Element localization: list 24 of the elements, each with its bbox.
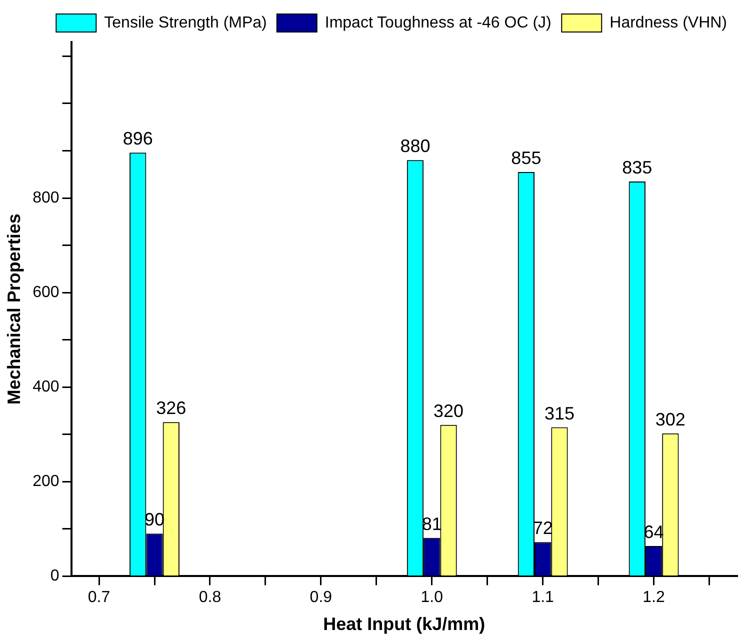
legend-label: Impact Toughness at -46 OC (J) xyxy=(324,14,552,32)
x-tick-label: 0.7 xyxy=(88,589,110,606)
data-label: 855 xyxy=(511,148,542,168)
legend-label: Hardness (VHN) xyxy=(610,14,727,32)
y-tick-label: 400 xyxy=(32,378,60,396)
x-tick-label: 0.8 xyxy=(198,589,222,606)
x-tick-label: 1.1 xyxy=(532,589,554,606)
legend-label: Tensile Strength (MPa) xyxy=(104,14,267,32)
data-label: 896 xyxy=(122,128,153,149)
data-label: 302 xyxy=(655,409,686,430)
data-label: 880 xyxy=(400,136,430,156)
data-label: 326 xyxy=(156,398,186,418)
y-tick-label: 600 xyxy=(32,284,60,301)
y-tick-label: 200 xyxy=(32,473,60,490)
data-label: 835 xyxy=(622,157,652,178)
x-tick-label: 1.2 xyxy=(642,589,666,606)
y-tick-label: 800 xyxy=(32,189,60,206)
x-axis-title: Heat Input (kJ/mm) xyxy=(323,614,486,634)
data-label: 315 xyxy=(544,403,574,424)
y-axis-title: Mechanical Properties xyxy=(4,214,24,405)
x-tick-label: 0.9 xyxy=(310,589,332,606)
data-label: 320 xyxy=(434,400,464,421)
y-tick-label: 0 xyxy=(50,568,60,585)
x-tick-label: 1.0 xyxy=(420,589,444,606)
